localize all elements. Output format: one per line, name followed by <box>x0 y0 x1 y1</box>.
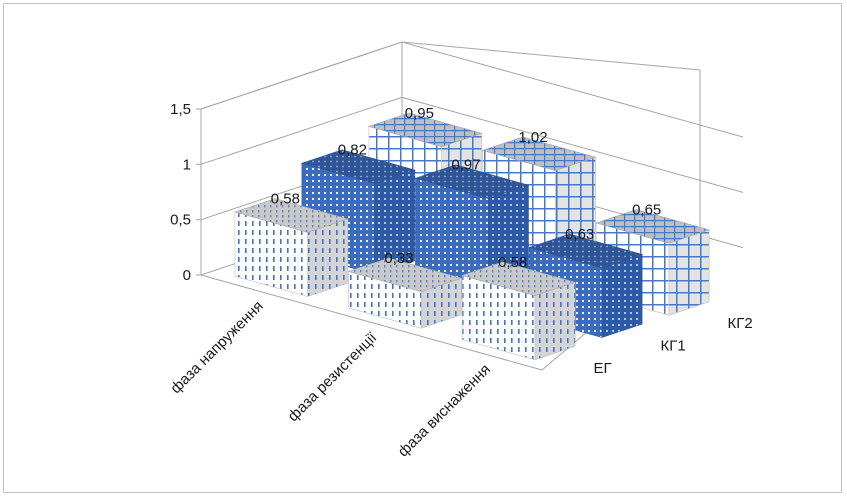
data-label: 0,95 <box>405 105 434 122</box>
depth-axis: ЕГ КГ1 КГ2 <box>594 315 753 377</box>
y-axis: 0 0,5 1 1,5 <box>170 101 201 284</box>
data-label: 0,33 <box>384 250 413 267</box>
chart-frame: 0 0,5 1 1,5 фаза напруження фаза резистенції… <box>3 3 842 493</box>
x-axis: фаза напруження фаза резистенції фаза висн… <box>167 298 494 461</box>
bar-top-face <box>595 209 711 244</box>
series-label: КГ1 <box>661 338 686 355</box>
data-label: 0,82 <box>338 142 367 159</box>
chart-svg: 0 0,5 1 1,5 фаза напруження фаза резистенції… <box>167 41 753 461</box>
y-tick-label: 0,5 <box>170 212 191 229</box>
data-label: 0,58 <box>498 254 527 271</box>
bar-side-face <box>601 253 643 338</box>
bar-top-face <box>528 233 644 269</box>
category-label: фаза напруження <box>167 298 266 397</box>
data-label: 0,97 <box>451 157 480 174</box>
data-label: 0,58 <box>271 190 300 207</box>
bar-top-face <box>461 261 577 296</box>
bar-top-face <box>414 164 530 199</box>
bar-top-face <box>233 198 349 233</box>
data-labels: 0,95 1,02 0,65 0,82 0,97 0,63 0,58 0,33 0,58 <box>271 105 662 271</box>
bar <box>347 257 463 329</box>
category-label: фаза резистенції <box>285 329 381 425</box>
gridline <box>200 96 744 193</box>
bar-top-face <box>300 149 416 184</box>
y-tick-label: 1 <box>183 156 191 173</box>
data-label: 1,02 <box>518 129 547 146</box>
gridline <box>200 41 744 138</box>
y-tick-label: 1,5 <box>170 101 191 118</box>
bar-top-face <box>367 112 483 148</box>
series-label: КГ2 <box>728 315 753 332</box>
bars <box>233 112 711 361</box>
data-label: 0,65 <box>632 201 661 218</box>
y-tick-label: 0 <box>183 267 191 284</box>
category-label: фаза виснаження <box>395 361 494 460</box>
bar <box>461 261 577 361</box>
bar-top-face <box>347 257 463 292</box>
bar <box>233 198 349 297</box>
series-label: ЕГ <box>594 360 612 377</box>
data-label: 0,63 <box>565 226 594 243</box>
bar-top-face <box>481 136 597 171</box>
bar-side-face <box>668 229 710 316</box>
